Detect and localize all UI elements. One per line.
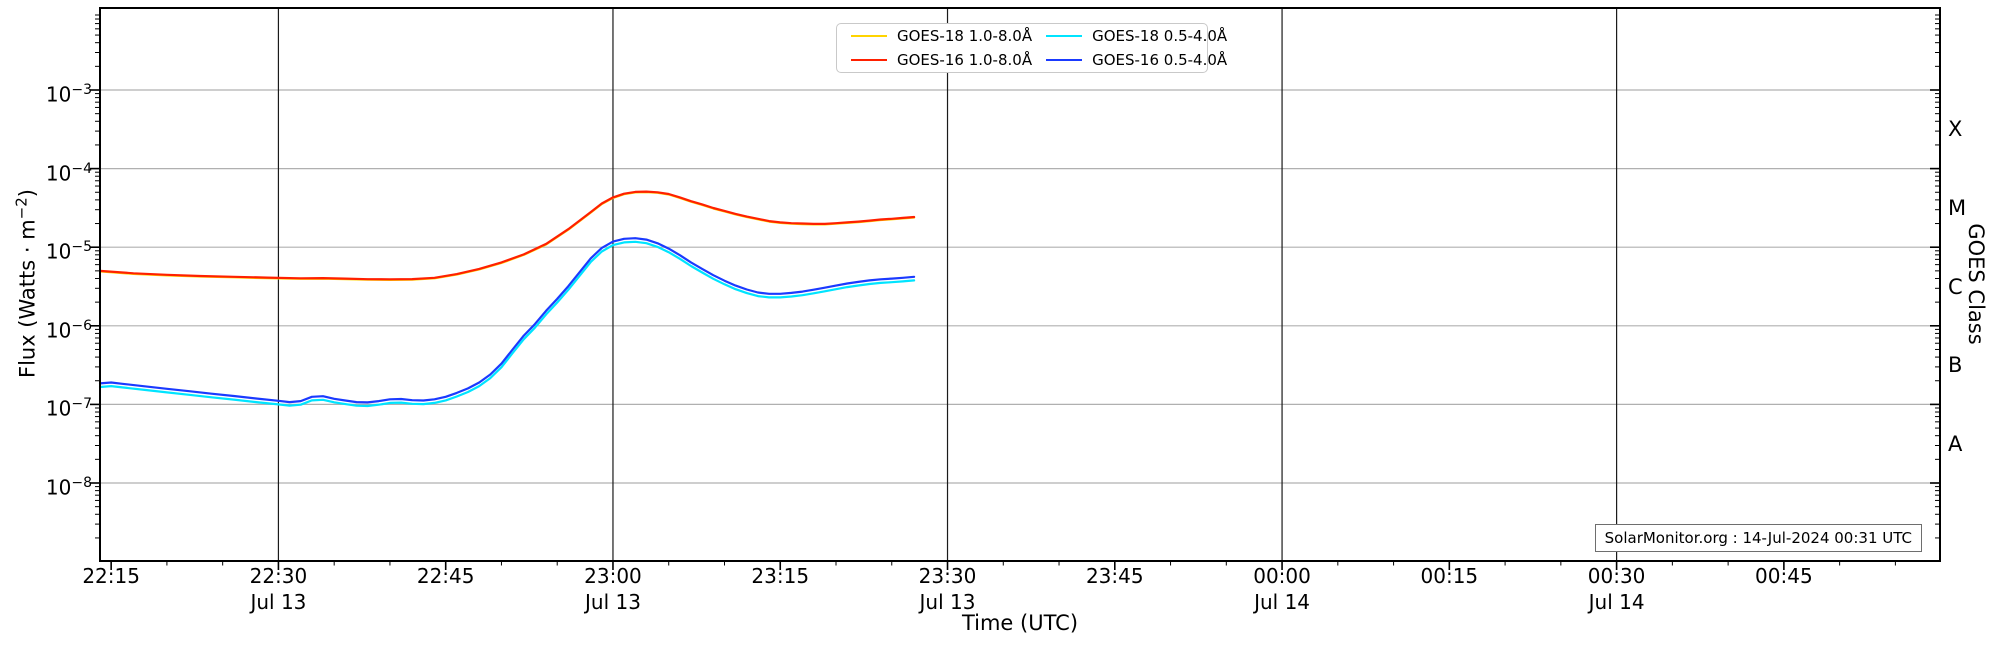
goes-class-label-c: C — [1948, 274, 1963, 299]
legend-line-goes16-short-icon — [1046, 59, 1083, 61]
x-tick-label: 22:15 — [51, 565, 171, 588]
goes-class-label-x: X — [1948, 117, 1963, 142]
legend-item-goes16-short: GOES-16 0.5-4.0Å — [1032, 51, 1227, 69]
x-tick-time: 23:15 — [751, 564, 810, 588]
y-tick-label: 10−3 — [45, 82, 92, 107]
y-tick-label: 10−8 — [45, 475, 92, 500]
x-tick-time: 00:30 — [1587, 564, 1646, 588]
y-axis-label-left-text: Flux (Watts · m — [15, 219, 40, 379]
legend-label: GOES-18 1.0-8.0Å — [897, 27, 1033, 45]
x-tick-time: 23:30 — [918, 564, 977, 588]
x-tick-time: 23:00 — [584, 564, 642, 588]
x-tick-label: 23:30 Jul 13 — [888, 565, 1008, 614]
x-tick-date: Jul 13 — [585, 590, 641, 614]
x-tick-time: 22:15 — [82, 564, 140, 588]
y-tick-label: 10−5 — [45, 239, 92, 264]
x-tick-label: 23:45 — [1055, 565, 1175, 588]
x-tick-label: 00:45 — [1724, 565, 1844, 588]
y-axis-label-left: Flux (Watts · m−2) — [13, 134, 40, 434]
x-tick-label: 22:30 Jul 13 — [218, 565, 338, 614]
legend-line-goes18-long-icon — [851, 35, 887, 37]
x-tick-label: 23:00 Jul 13 — [553, 565, 673, 614]
x-tick-label: 00:30 Jul 14 — [1557, 565, 1677, 614]
x-tick-time: 22:45 — [416, 564, 475, 588]
x-axis-label: Time (UTC) — [961, 611, 1079, 635]
plot-border — [99, 7, 1941, 562]
y-axis-label-right: GOES Class — [1964, 223, 1988, 345]
x-tick-time: 22:30 — [249, 564, 308, 588]
x-tick-label: 00:15 — [1389, 565, 1509, 588]
legend-label: GOES-16 1.0-8.0Å — [897, 51, 1033, 69]
x-tick-date: Jul 14 — [1254, 590, 1311, 614]
y-tick-label: 10−4 — [45, 160, 92, 186]
legend-item-goes18-long: GOES-18 1.0-8.0Å — [837, 27, 1032, 45]
series-goes-18-0-5-4-0 — [98, 240, 916, 408]
x-tick-label: 22:45 — [386, 565, 506, 588]
x-tick-time: 23:45 — [1085, 564, 1144, 588]
source-annotation: SolarMonitor.org : 14-Jul-2024 00:31 UTC — [1594, 524, 1922, 552]
x-tick-date: Jul 13 — [250, 590, 307, 614]
series-goes-18-1-0-8-0 — [98, 191, 916, 281]
legend: GOES-18 1.0-8.0Å GOES-16 1.0-8.0Å GOES-1… — [836, 23, 1227, 73]
legend-label: GOES-16 0.5-4.0Å — [1092, 51, 1228, 69]
legend-item-goes18-short: GOES-18 0.5-4.0Å — [1032, 27, 1227, 45]
y-axis-label-left-sup: −2 — [12, 197, 31, 220]
y-axis-label-left-suffix: ) — [15, 188, 40, 198]
goes-class-label-b: B — [1948, 353, 1963, 378]
x-tick-label: 00:00 Jul 14 — [1222, 565, 1342, 614]
y-tick-label: 10−7 — [45, 396, 92, 422]
x-tick-time: 00:15 — [1420, 564, 1479, 588]
x-tick-time: 00:45 — [1755, 564, 1813, 588]
x-tick-date: Jul 14 — [1588, 590, 1645, 614]
x-tick-date: Jul 13 — [919, 590, 976, 614]
series-goes-16-0-5-4-0 — [98, 237, 916, 404]
legend-label: GOES-18 0.5-4.0Å — [1092, 27, 1228, 45]
x-tick-time: 00:00 — [1253, 564, 1311, 588]
legend-item-goes16-long: GOES-16 1.0-8.0Å — [837, 51, 1032, 69]
legend-line-goes18-short-icon — [1046, 35, 1083, 37]
goes-class-label-m: M — [1948, 195, 1967, 220]
x-tick-label: 23:15 — [720, 565, 840, 588]
goes-class-label-a: A — [1948, 431, 1963, 456]
y-tick-label: 10−6 — [45, 317, 92, 343]
series-goes-16-1-0-8-0 — [98, 190, 916, 281]
legend-line-goes16-long-icon — [851, 59, 887, 61]
